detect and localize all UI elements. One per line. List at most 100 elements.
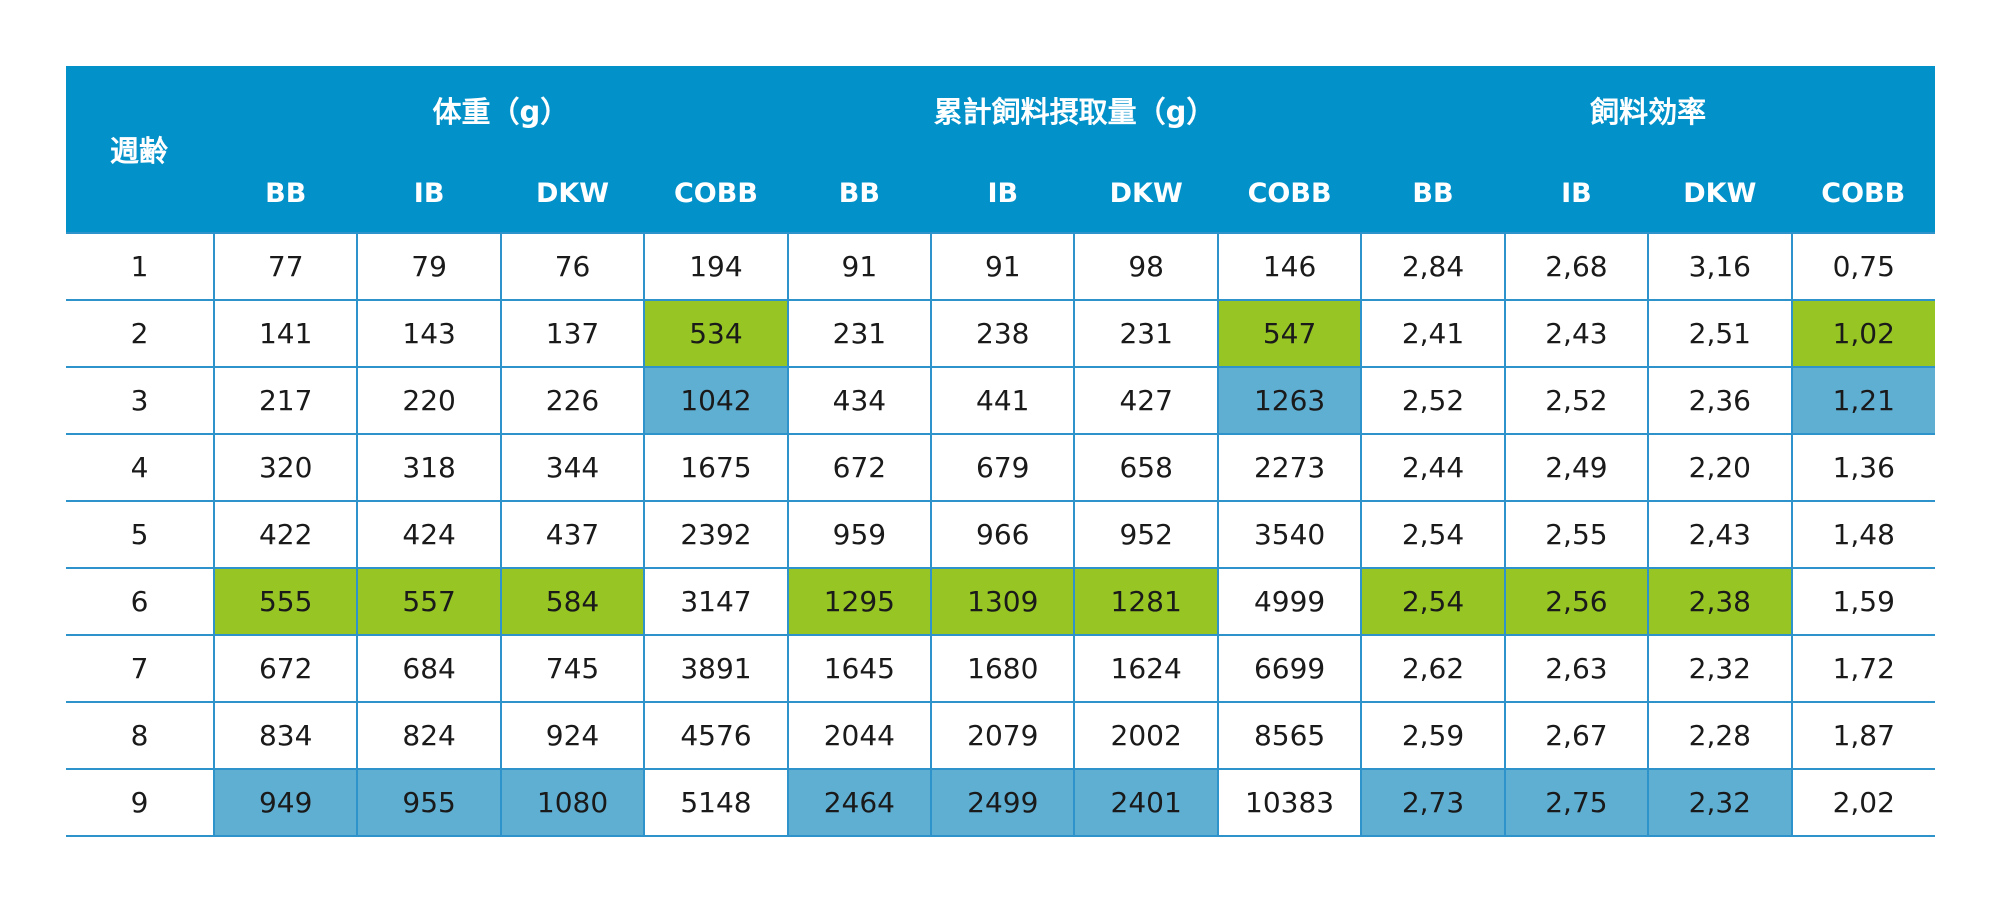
data-cell: 2,52 — [1503, 366, 1649, 435]
data-cell: 1624 — [1073, 634, 1218, 703]
header-breed: IB — [1504, 154, 1649, 233]
data-cell: 2,84 — [1360, 232, 1505, 301]
header-breed: BB — [214, 154, 358, 233]
header-group-cumulative-feed-intake: 累計飼料摂取量（g） — [787, 66, 1362, 154]
data-cell: 2044 — [786, 701, 932, 770]
data-cell: 1295 — [786, 567, 932, 636]
data-cell: 3540 — [1216, 500, 1362, 569]
week-cell: 7 — [66, 634, 215, 703]
table-row: 3 217 220 226 1042 434 441 427 1263 2,52 2,52 2,36 1… — [66, 366, 1935, 435]
data-cell: 555 — [213, 567, 358, 636]
data-cell: 1,02 — [1790, 299, 1935, 368]
data-cell: 91 — [786, 232, 932, 301]
data-cell: 141 — [213, 299, 358, 368]
week-cell: 9 — [66, 768, 215, 837]
data-cell: 959 — [786, 500, 932, 569]
data-cell: 1263 — [1216, 366, 1362, 435]
data-cell: 2,38 — [1647, 567, 1792, 636]
data-cell: 6699 — [1216, 634, 1362, 703]
data-cell: 437 — [499, 500, 645, 569]
data-cell: 2,36 — [1647, 366, 1792, 435]
data-cell: 2401 — [1073, 768, 1218, 837]
week-cell: 5 — [66, 500, 215, 569]
table-row: 4 320 318 344 1675 672 679 658 2273 2,44 2,49 2,20 1… — [66, 433, 1935, 502]
data-cell: 2,52 — [1360, 366, 1505, 435]
data-cell: 3891 — [643, 634, 788, 703]
data-cell: 318 — [356, 433, 501, 502]
data-cell: 955 — [356, 768, 501, 837]
data-cell: 441 — [930, 366, 1075, 435]
data-cell: 10383 — [1216, 768, 1362, 837]
data-cell: 2,54 — [1360, 500, 1505, 569]
data-cell: 745 — [499, 634, 645, 703]
header-breed: DKW — [1074, 154, 1218, 233]
data-cell: 534 — [643, 299, 788, 368]
data-cell: 2,32 — [1647, 768, 1792, 837]
data-cell: 217 — [213, 366, 358, 435]
data-cell: 658 — [1073, 433, 1218, 502]
header-breed: DKW — [1648, 154, 1792, 233]
growth-table: 週齢 体重（g） 累計飼料摂取量（g） 飼料効率 BB IB DKW COBB … — [66, 66, 1935, 837]
data-cell: 79 — [356, 232, 501, 301]
week-cell: 1 — [66, 232, 215, 301]
data-cell: 1,72 — [1790, 634, 1935, 703]
table-header: 週齢 体重（g） 累計飼料摂取量（g） 飼料効率 BB IB DKW COBB … — [66, 66, 1935, 233]
data-cell: 547 — [1216, 299, 1362, 368]
header-breed: BB — [787, 154, 932, 233]
week-cell: 4 — [66, 433, 215, 502]
data-cell: 238 — [930, 299, 1075, 368]
data-cell: 137 — [499, 299, 645, 368]
data-cell: 8565 — [1216, 701, 1362, 770]
table-row: 6 555 557 584 3147 1295 1309 1281 4999 2,54 2,56 2,… — [66, 567, 1935, 636]
data-cell: 422 — [213, 500, 358, 569]
header-breed: IB — [357, 154, 501, 233]
data-cell: 949 — [213, 768, 358, 837]
data-cell: 2,44 — [1360, 433, 1505, 502]
data-cell: 143 — [356, 299, 501, 368]
data-cell: 231 — [786, 299, 932, 368]
data-cell: 1,59 — [1790, 567, 1935, 636]
data-cell: 2,41 — [1360, 299, 1505, 368]
header-breed: COBB — [644, 154, 788, 233]
header-group-feed-efficiency: 飼料効率 — [1361, 66, 1935, 154]
data-cell: 1042 — [643, 366, 788, 435]
header-breed: DKW — [500, 154, 645, 233]
header-week: 週齢 — [66, 66, 215, 233]
data-cell: 2,51 — [1647, 299, 1792, 368]
table-row: 5 422 424 437 2392 959 966 952 3540 2,54 2,55 2,43 1… — [66, 500, 1935, 569]
data-cell: 2,67 — [1503, 701, 1649, 770]
header-breed: IB — [931, 154, 1075, 233]
data-cell: 2,02 — [1790, 768, 1935, 837]
header-group-body-weight: 体重（g） — [214, 66, 788, 154]
data-cell: 320 — [213, 433, 358, 502]
data-cell: 220 — [356, 366, 501, 435]
header-breed: COBB — [1217, 154, 1362, 233]
data-cell: 5148 — [643, 768, 788, 837]
data-cell: 4576 — [643, 701, 788, 770]
data-cell: 4999 — [1216, 567, 1362, 636]
week-cell: 6 — [66, 567, 215, 636]
table-row: 1 77 79 76 194 91 91 98 146 2,84 2,68 3,16 0,75 — [66, 232, 1935, 301]
data-cell: 2392 — [643, 500, 788, 569]
data-cell: 924 — [499, 701, 645, 770]
data-cell: 966 — [930, 500, 1075, 569]
data-cell: 2,73 — [1360, 768, 1505, 837]
data-cell: 2079 — [930, 701, 1075, 770]
data-cell: 2,49 — [1503, 433, 1649, 502]
data-cell: 226 — [499, 366, 645, 435]
data-cell: 824 — [356, 701, 501, 770]
data-cell: 684 — [356, 634, 501, 703]
table-row: 7 672 684 745 3891 1645 1680 1624 6699 2,62 2,63 2,… — [66, 634, 1935, 703]
data-cell: 344 — [499, 433, 645, 502]
data-cell: 91 — [930, 232, 1075, 301]
data-cell: 427 — [1073, 366, 1218, 435]
data-cell: 2,56 — [1503, 567, 1649, 636]
growth-table-container: 週齢 体重（g） 累計飼料摂取量（g） 飼料効率 BB IB DKW COBB … — [66, 66, 1935, 837]
table-row: 8 834 824 924 4576 2044 2079 2002 8565 2,59 2,67 2,… — [66, 701, 1935, 770]
data-cell: 1,87 — [1790, 701, 1935, 770]
data-cell: 1,21 — [1790, 366, 1935, 435]
data-cell: 2,28 — [1647, 701, 1792, 770]
header-breed: BB — [1361, 154, 1505, 233]
data-cell: 98 — [1073, 232, 1218, 301]
data-cell: 2464 — [786, 768, 932, 837]
